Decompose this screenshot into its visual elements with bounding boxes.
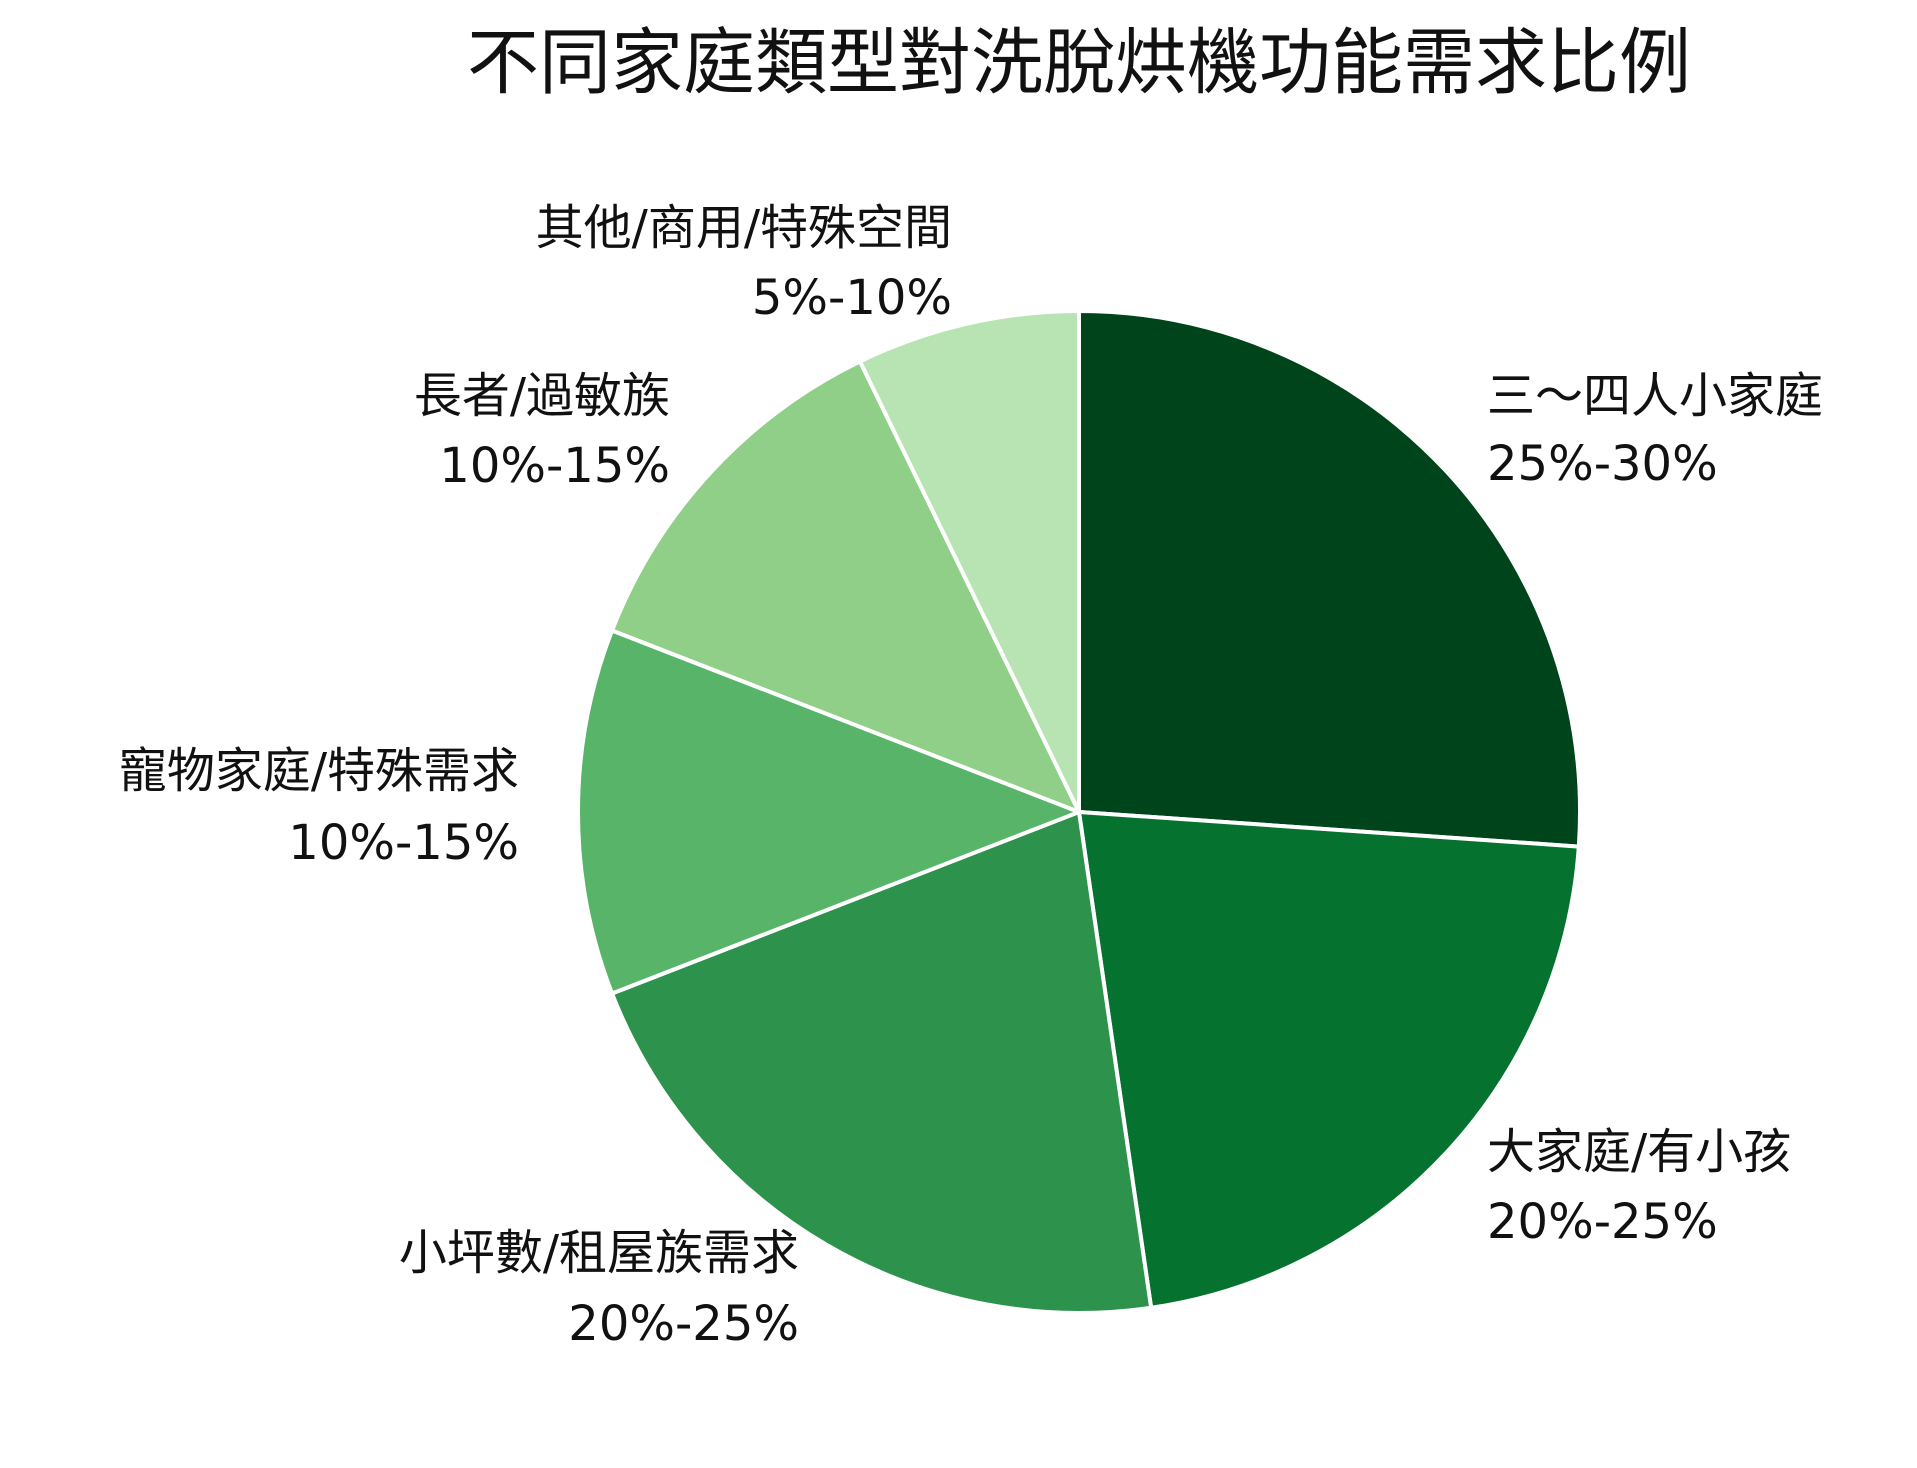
slice-range: 20%-25% xyxy=(1487,1194,1718,1250)
pie-slice xyxy=(1077,309,1582,849)
slice-label: 其他/商用/特殊空間 xyxy=(536,200,952,256)
pie-slice xyxy=(575,628,1081,996)
slice-label: 大家庭/有小孩 xyxy=(1487,1124,1791,1180)
slice-range: 25%-30% xyxy=(1487,436,1718,492)
slice-range: 10%-15% xyxy=(288,815,519,871)
slice-label: 長者/過敏族 xyxy=(414,368,670,424)
chart-title: 不同家庭類型對洗脫烘機功能需求比例 xyxy=(467,21,1691,105)
slice-label: 寵物家庭/特殊需求 xyxy=(119,743,519,799)
slice-label: 三～四人小家庭 xyxy=(1487,368,1823,424)
pie-slice xyxy=(610,359,1081,814)
pie-slice xyxy=(858,309,1081,814)
pie-slice xyxy=(610,810,1154,1316)
pie-slice xyxy=(1077,810,1581,1310)
slice-label: 小坪數/租屋族需求 xyxy=(399,1225,799,1281)
slice-range: 20%-25% xyxy=(568,1296,799,1352)
slice-range: 10%-15% xyxy=(439,438,670,494)
slice-range: 5%-10% xyxy=(752,270,952,326)
